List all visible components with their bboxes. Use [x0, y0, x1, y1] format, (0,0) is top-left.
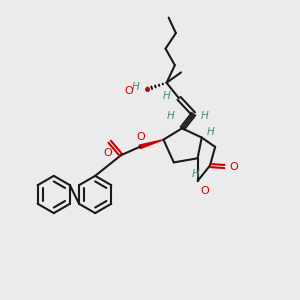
Polygon shape: [139, 140, 164, 148]
Text: O: O: [230, 162, 239, 172]
Text: H: H: [192, 169, 200, 178]
Text: O: O: [103, 148, 112, 158]
Text: H: H: [201, 111, 208, 121]
Text: O: O: [125, 86, 134, 96]
Text: H: H: [163, 91, 171, 101]
Text: H: H: [167, 111, 175, 121]
Text: H: H: [207, 128, 214, 137]
Text: O: O: [136, 132, 145, 142]
Text: H: H: [132, 82, 140, 92]
Text: O: O: [201, 186, 209, 196]
